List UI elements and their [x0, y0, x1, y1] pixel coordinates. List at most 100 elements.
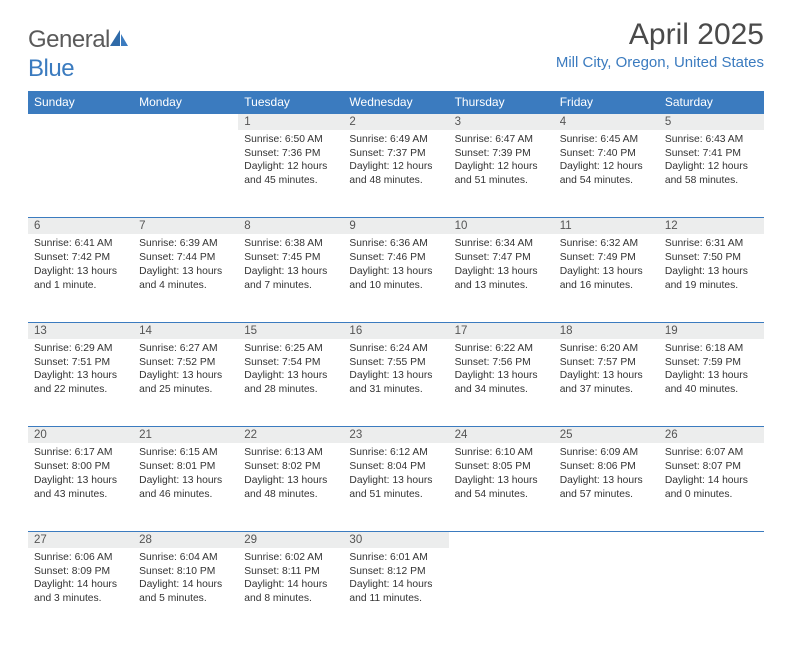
weekday-header: Sunday [28, 91, 133, 114]
day-number-cell: 2 [343, 113, 448, 130]
sunset-text: Sunset: 8:00 PM [34, 460, 127, 474]
daylight-text: Daylight: 13 hours and 4 minutes. [139, 265, 232, 293]
weekday-header: Friday [554, 91, 659, 114]
sunrise-text: Sunrise: 6:13 AM [244, 446, 337, 460]
day-content-cell [133, 130, 238, 218]
day-number-cell: 21 [133, 427, 238, 444]
sunrise-text: Sunrise: 6:38 AM [244, 237, 337, 251]
daylight-text: Daylight: 13 hours and 13 minutes. [455, 265, 548, 293]
sunset-text: Sunset: 8:04 PM [349, 460, 442, 474]
sunset-text: Sunset: 7:47 PM [455, 251, 548, 265]
day-number-cell: 6 [28, 218, 133, 235]
day-number-cell: 9 [343, 218, 448, 235]
sunset-text: Sunset: 8:07 PM [665, 460, 758, 474]
day-content-cell: Sunrise: 6:50 AMSunset: 7:36 PMDaylight:… [238, 130, 343, 218]
day-content-cell: Sunrise: 6:27 AMSunset: 7:52 PMDaylight:… [133, 339, 238, 427]
sunrise-text: Sunrise: 6:07 AM [665, 446, 758, 460]
day-number-row: 12345 [28, 113, 764, 130]
daylight-text: Daylight: 13 hours and 54 minutes. [455, 474, 548, 502]
brand-part2: Blue [28, 55, 74, 82]
day-content-cell: Sunrise: 6:06 AMSunset: 8:09 PMDaylight:… [28, 548, 133, 636]
day-number-cell: 5 [659, 113, 764, 130]
day-content-cell: Sunrise: 6:49 AMSunset: 7:37 PMDaylight:… [343, 130, 448, 218]
day-number-cell: 18 [554, 322, 659, 339]
sunset-text: Sunset: 7:51 PM [34, 356, 127, 370]
weekday-header: Saturday [659, 91, 764, 114]
sunrise-text: Sunrise: 6:02 AM [244, 551, 337, 565]
day-number-cell: 13 [28, 322, 133, 339]
day-content-cell: Sunrise: 6:09 AMSunset: 8:06 PMDaylight:… [554, 443, 659, 531]
month-title: April 2025 [556, 18, 764, 52]
brand-logo: GeneralBlue [28, 26, 130, 83]
day-content-row: Sunrise: 6:06 AMSunset: 8:09 PMDaylight:… [28, 548, 764, 636]
location-text: Mill City, Oregon, United States [556, 54, 764, 71]
day-number-cell: 19 [659, 322, 764, 339]
daylight-text: Daylight: 13 hours and 19 minutes. [665, 265, 758, 293]
day-content-cell: Sunrise: 6:12 AMSunset: 8:04 PMDaylight:… [343, 443, 448, 531]
daylight-text: Daylight: 13 hours and 22 minutes. [34, 369, 127, 397]
weekday-header: Wednesday [343, 91, 448, 114]
day-content-cell [554, 548, 659, 636]
day-content-cell: Sunrise: 6:20 AMSunset: 7:57 PMDaylight:… [554, 339, 659, 427]
sunrise-text: Sunrise: 6:27 AM [139, 342, 232, 356]
sunset-text: Sunset: 7:37 PM [349, 147, 442, 161]
day-number-cell: 20 [28, 427, 133, 444]
day-number-row: 27282930 [28, 531, 764, 548]
day-number-cell: 14 [133, 322, 238, 339]
sunrise-text: Sunrise: 6:39 AM [139, 237, 232, 251]
day-number-cell [554, 531, 659, 548]
sunrise-text: Sunrise: 6:41 AM [34, 237, 127, 251]
day-content-cell: Sunrise: 6:34 AMSunset: 7:47 PMDaylight:… [449, 234, 554, 322]
sail-icon [108, 27, 130, 55]
day-content-cell [659, 548, 764, 636]
day-content-cell: Sunrise: 6:41 AMSunset: 7:42 PMDaylight:… [28, 234, 133, 322]
sunrise-text: Sunrise: 6:50 AM [244, 133, 337, 147]
day-number-cell: 10 [449, 218, 554, 235]
day-number-row: 20212223242526 [28, 427, 764, 444]
day-content-row: Sunrise: 6:17 AMSunset: 8:00 PMDaylight:… [28, 443, 764, 531]
sunrise-text: Sunrise: 6:49 AM [349, 133, 442, 147]
day-content-cell: Sunrise: 6:07 AMSunset: 8:07 PMDaylight:… [659, 443, 764, 531]
day-content-cell: Sunrise: 6:24 AMSunset: 7:55 PMDaylight:… [343, 339, 448, 427]
sunrise-text: Sunrise: 6:24 AM [349, 342, 442, 356]
day-content-row: Sunrise: 6:29 AMSunset: 7:51 PMDaylight:… [28, 339, 764, 427]
daylight-text: Daylight: 12 hours and 48 minutes. [349, 160, 442, 188]
sunrise-text: Sunrise: 6:43 AM [665, 133, 758, 147]
day-number-cell: 30 [343, 531, 448, 548]
daylight-text: Daylight: 12 hours and 51 minutes. [455, 160, 548, 188]
day-content-cell: Sunrise: 6:39 AMSunset: 7:44 PMDaylight:… [133, 234, 238, 322]
day-content-cell: Sunrise: 6:15 AMSunset: 8:01 PMDaylight:… [133, 443, 238, 531]
weekday-header-row: SundayMondayTuesdayWednesdayThursdayFrid… [28, 91, 764, 114]
weekday-header: Thursday [449, 91, 554, 114]
calendar-page: GeneralBlue April 2025 Mill City, Oregon… [0, 0, 792, 646]
day-content-cell [449, 548, 554, 636]
day-content-cell: Sunrise: 6:47 AMSunset: 7:39 PMDaylight:… [449, 130, 554, 218]
sunset-text: Sunset: 7:56 PM [455, 356, 548, 370]
daylight-text: Daylight: 13 hours and 46 minutes. [139, 474, 232, 502]
day-number-cell: 16 [343, 322, 448, 339]
day-content-cell: Sunrise: 6:13 AMSunset: 8:02 PMDaylight:… [238, 443, 343, 531]
day-number-cell: 25 [554, 427, 659, 444]
day-number-row: 6789101112 [28, 218, 764, 235]
day-number-cell [133, 113, 238, 130]
sunrise-text: Sunrise: 6:22 AM [455, 342, 548, 356]
sunset-text: Sunset: 8:12 PM [349, 565, 442, 579]
sunset-text: Sunset: 8:05 PM [455, 460, 548, 474]
sunset-text: Sunset: 7:39 PM [455, 147, 548, 161]
day-number-cell: 28 [133, 531, 238, 548]
day-content-cell: Sunrise: 6:29 AMSunset: 7:51 PMDaylight:… [28, 339, 133, 427]
sunset-text: Sunset: 8:06 PM [560, 460, 653, 474]
sunrise-text: Sunrise: 6:45 AM [560, 133, 653, 147]
day-content-cell: Sunrise: 6:25 AMSunset: 7:54 PMDaylight:… [238, 339, 343, 427]
day-number-cell: 7 [133, 218, 238, 235]
sunrise-text: Sunrise: 6:10 AM [455, 446, 548, 460]
day-content-cell: Sunrise: 6:36 AMSunset: 7:46 PMDaylight:… [343, 234, 448, 322]
daylight-text: Daylight: 13 hours and 10 minutes. [349, 265, 442, 293]
daylight-text: Daylight: 14 hours and 11 minutes. [349, 578, 442, 606]
day-number-cell: 15 [238, 322, 343, 339]
day-content-cell: Sunrise: 6:10 AMSunset: 8:05 PMDaylight:… [449, 443, 554, 531]
daylight-text: Daylight: 13 hours and 43 minutes. [34, 474, 127, 502]
day-number-row: 13141516171819 [28, 322, 764, 339]
day-number-cell: 29 [238, 531, 343, 548]
day-content-cell: Sunrise: 6:22 AMSunset: 7:56 PMDaylight:… [449, 339, 554, 427]
